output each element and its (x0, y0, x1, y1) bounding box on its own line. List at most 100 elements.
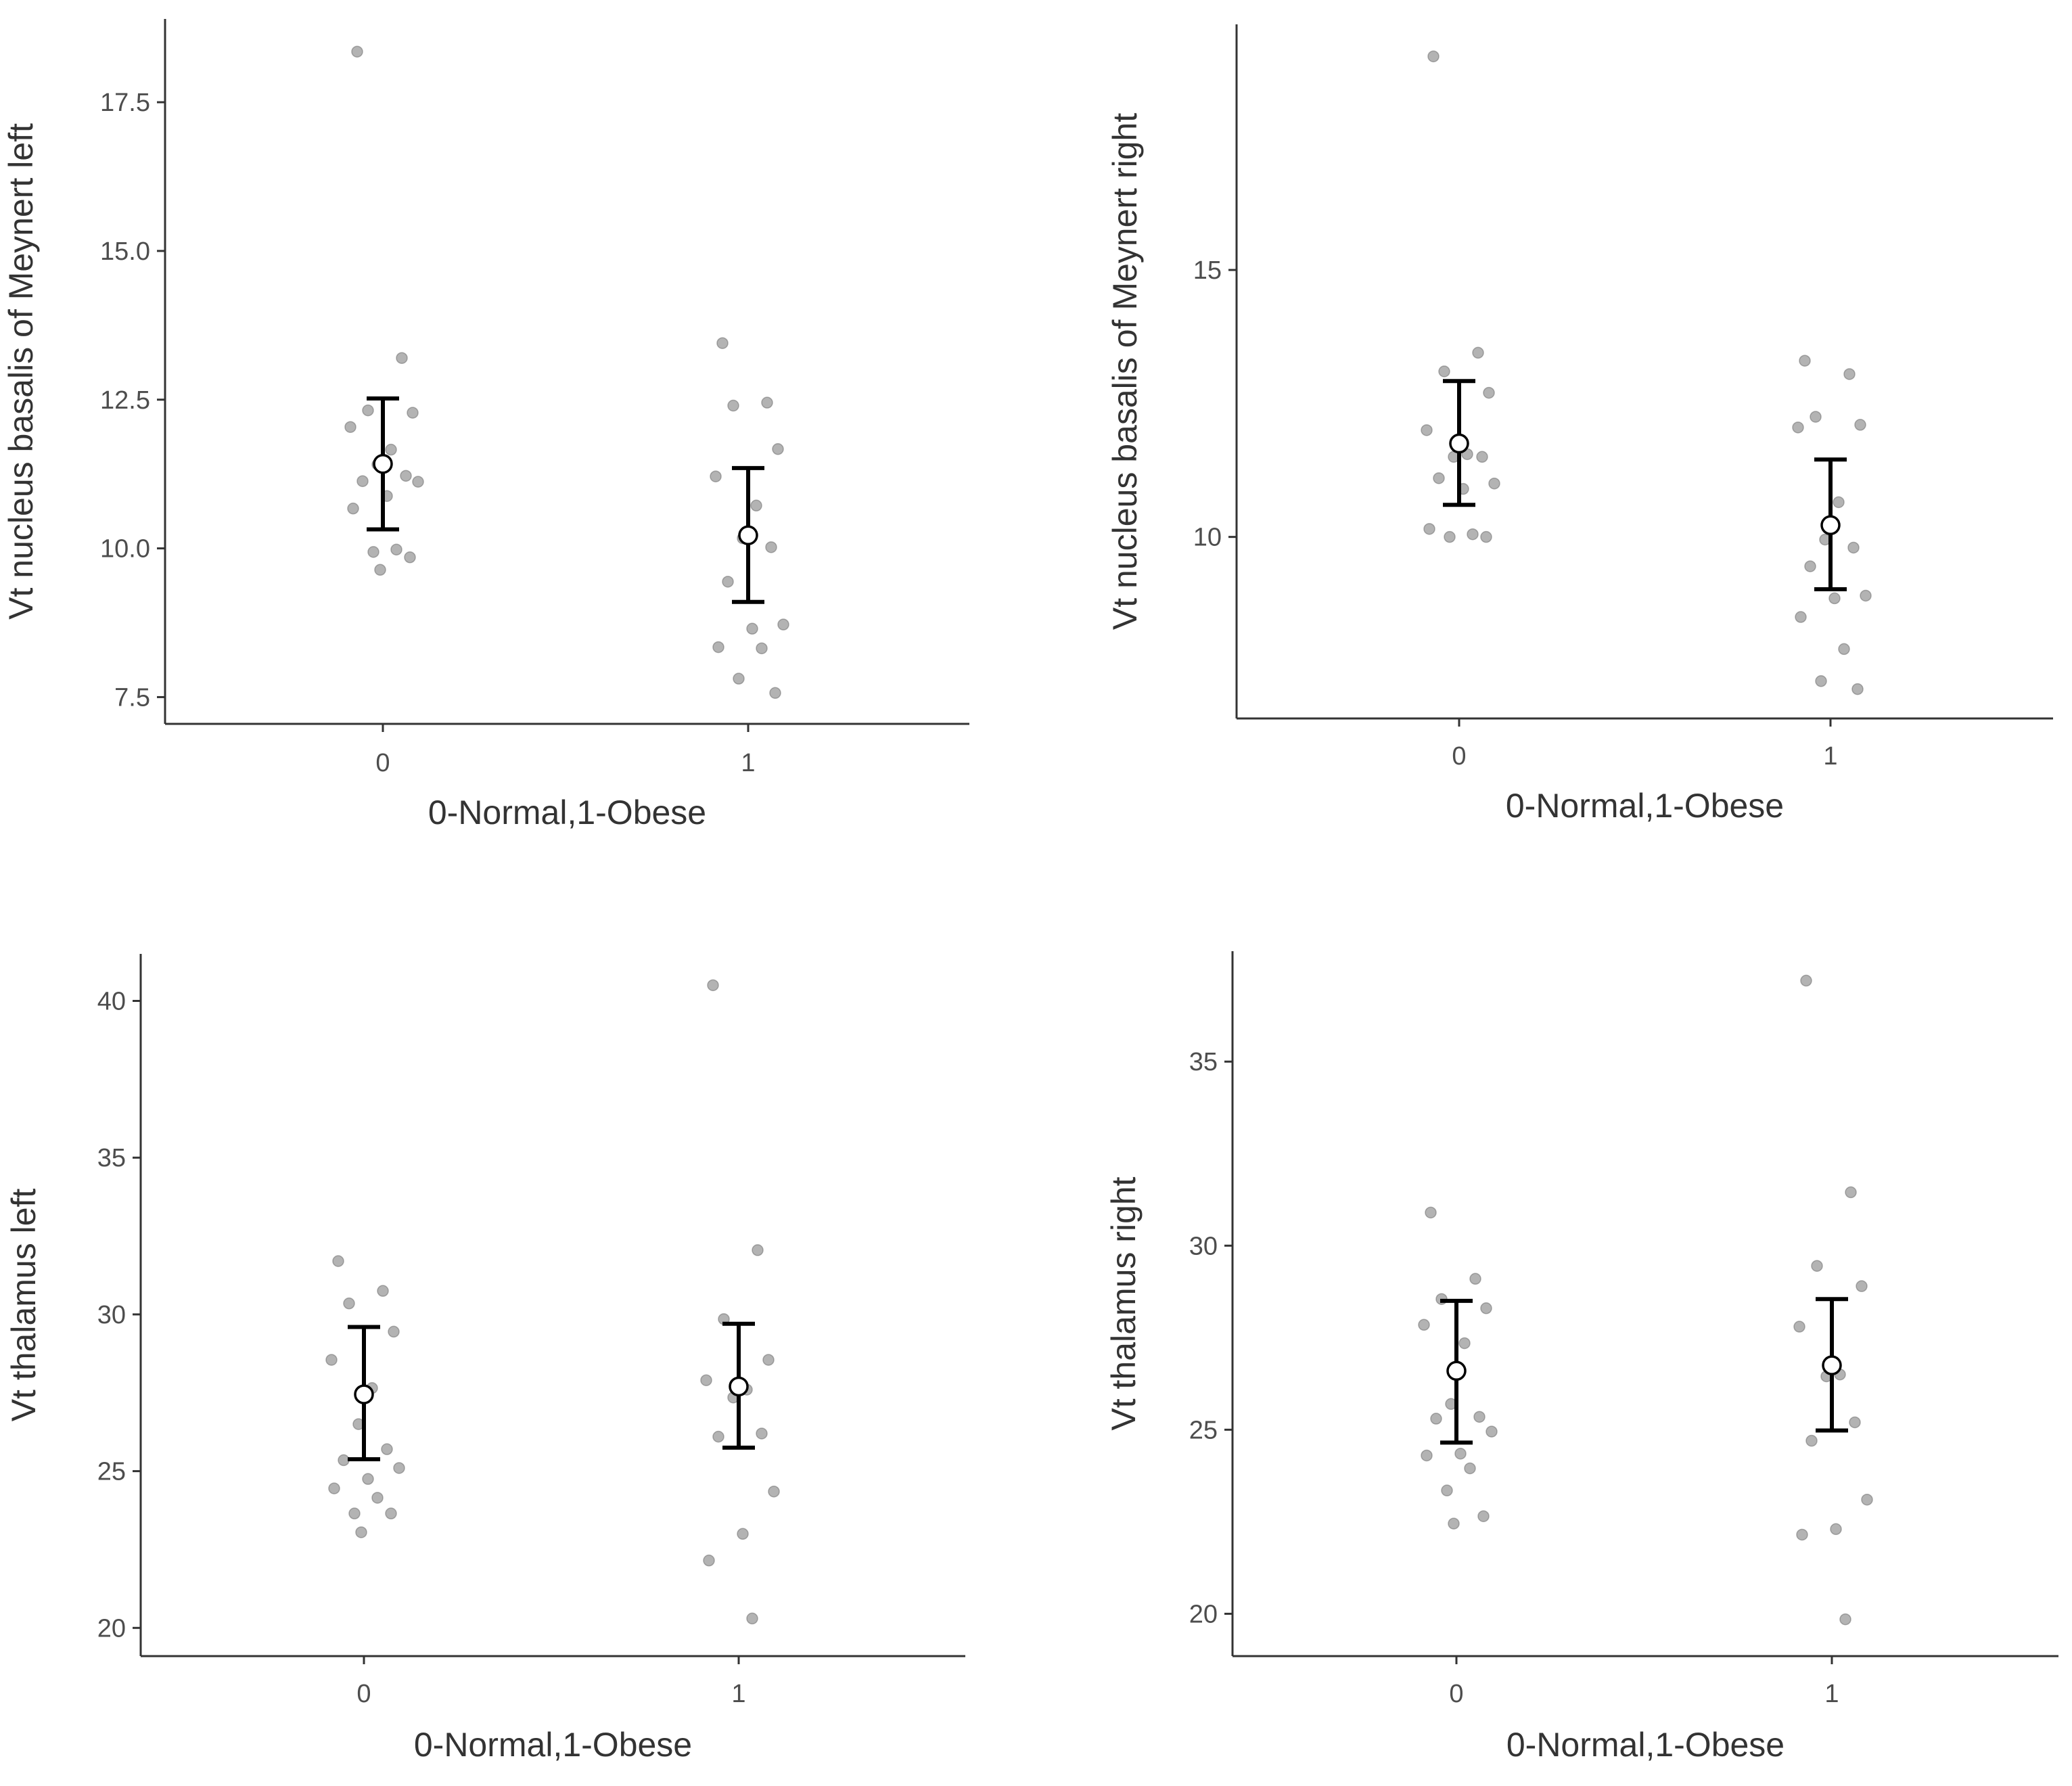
data-point (777, 618, 789, 631)
data-point (371, 1492, 384, 1504)
data-point (390, 543, 402, 556)
data-point (338, 1454, 350, 1467)
data-point (1454, 1447, 1467, 1460)
data-point (750, 499, 762, 512)
data-point (1476, 451, 1488, 463)
data-point (400, 470, 412, 482)
y-tick-label: 15 (1193, 256, 1222, 285)
y-axis-title: Vt nucleus basalis of Meynert right (1106, 113, 1144, 630)
data-point (1421, 424, 1433, 436)
data-point (1421, 1449, 1433, 1462)
data-point (1427, 50, 1440, 63)
chart-panel-bottom-right: 20 25 30 35 0 1 0-Normal,1-Obese Vt thalamus ri… (1105, 951, 2058, 1764)
data-point (1458, 1337, 1471, 1350)
y-tick-label: 17.5 (100, 89, 150, 117)
mean-marker (729, 1376, 749, 1397)
data-point (1438, 365, 1450, 377)
data-point (1480, 1302, 1492, 1314)
x-axis-title: 0-Normal,1-Obese (1506, 787, 1784, 825)
mean-marker (1446, 1360, 1467, 1381)
x-tick-label: 1 (741, 749, 755, 777)
data-point (746, 1612, 758, 1625)
data-point (1811, 1260, 1823, 1272)
y-tick-label: 7.5 (114, 683, 150, 712)
x-tick-label: 1 (1824, 1680, 1839, 1708)
chart-panel-bottom-left: 20 25 30 35 40 0 1 0-Normal,1-Obese Vt thalamus … (5, 954, 965, 1764)
data-point (1792, 421, 1804, 434)
data-point (761, 396, 773, 409)
data-point (1839, 1613, 1851, 1626)
y-tick-label: 10.0 (100, 535, 150, 564)
data-point (1473, 1411, 1486, 1423)
data-point (1860, 589, 1872, 602)
data-point (1838, 643, 1850, 656)
x-axis-title: 0-Normal,1-Obese (428, 794, 706, 831)
y-tick-label: 30 (97, 1301, 126, 1329)
data-point (772, 443, 784, 455)
data-point (348, 1507, 361, 1519)
data-point (700, 1374, 712, 1386)
data-point (712, 641, 724, 654)
data-point (1488, 477, 1500, 490)
x-tick-label: 0 (356, 1680, 371, 1708)
y-tick-label: 35 (97, 1144, 126, 1172)
data-point (1477, 1510, 1490, 1522)
y-tick-label: 25 (1189, 1416, 1218, 1444)
data-point (328, 1482, 340, 1494)
data-point (367, 546, 379, 558)
data-point (1851, 683, 1864, 695)
data-point (1800, 974, 1812, 987)
y-axis-title: Vt thalamus right (1105, 1176, 1143, 1430)
mean-marker (373, 453, 393, 474)
mean-marker (738, 525, 758, 546)
data-point (362, 404, 374, 417)
data-point (765, 541, 777, 553)
data-point (716, 337, 729, 349)
data-point (325, 1354, 338, 1366)
y-tick-label: 20 (1189, 1600, 1218, 1628)
data-point (377, 1285, 389, 1297)
y-tick-label: 15.0 (100, 237, 150, 266)
data-point (722, 576, 734, 588)
data-point (396, 352, 408, 364)
data-point (343, 1297, 355, 1310)
data-point (407, 407, 419, 419)
y-axis-title: Vt nucleus basalis of Meynert left (2, 123, 40, 620)
data-point (1464, 1462, 1476, 1475)
data-point (355, 1526, 367, 1538)
data-point (1433, 472, 1445, 484)
data-point (381, 1443, 393, 1455)
data-point (1483, 386, 1495, 399)
data-point (1795, 611, 1807, 623)
data-point (1833, 496, 1845, 509)
data-point (768, 1485, 780, 1498)
data-point (351, 45, 363, 58)
chart-panel-top-right: 10 15 0 1 0-Normal,1-Obese Vt nucleus basalis… (1106, 24, 2053, 825)
data-point (1799, 354, 1811, 367)
data-point (1861, 1493, 1873, 1506)
data-point (1793, 1321, 1805, 1333)
data-point (1847, 541, 1860, 554)
data-point (385, 1507, 397, 1519)
data-point (1430, 1413, 1442, 1425)
data-point (404, 551, 416, 564)
data-point (1805, 1434, 1818, 1447)
data-point (1815, 675, 1827, 687)
data-point (1469, 1273, 1481, 1285)
data-point (1472, 346, 1484, 359)
y-tick-label: 10 (1193, 524, 1222, 552)
data-point (385, 443, 397, 456)
y-axis-title: Vt thalamus left (5, 1189, 43, 1422)
x-tick-label: 0 (375, 749, 390, 777)
data-point (374, 564, 386, 576)
x-tick-label: 1 (731, 1680, 745, 1708)
x-axis-title: 0-Normal,1-Obese (414, 1726, 692, 1764)
data-point (1828, 592, 1841, 605)
mean-marker (1822, 1355, 1842, 1375)
data-point (1444, 530, 1456, 543)
data-point (756, 1427, 768, 1440)
data-point (1796, 1528, 1808, 1541)
mean-marker (1449, 433, 1469, 454)
x-axis-title: 0-Normal,1-Obese (1506, 1726, 1785, 1764)
